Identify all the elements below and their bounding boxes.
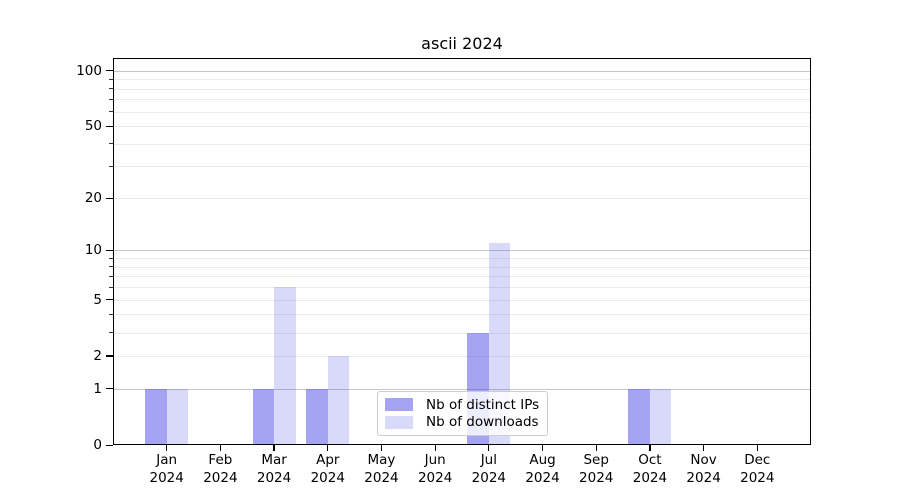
x-tick-mark	[166, 445, 168, 451]
x-axis-tick-label: Dec 2024	[740, 452, 775, 486]
y-axis-tick-label: 5	[93, 291, 102, 308]
gridline-major	[114, 250, 810, 252]
y-tick-mark	[106, 299, 113, 301]
x-tick-mark	[595, 445, 597, 451]
gridline-minor	[114, 287, 810, 289]
gridline-minor	[114, 111, 810, 113]
x-axis-tick-label: Mar 2024	[256, 452, 292, 486]
x-tick-mark	[219, 445, 221, 451]
y-minor-tick-mark	[109, 286, 113, 288]
gridline-minor	[114, 166, 810, 168]
x-axis-tick-label: Feb 2024	[203, 452, 238, 486]
legend-label: Nb of downloads	[426, 414, 539, 431]
bar-nb-of-downloads	[649, 388, 672, 444]
bar-nb-of-downloads	[327, 355, 350, 444]
y-tick-mark	[106, 249, 113, 252]
bar-nb-of-downloads	[274, 287, 296, 444]
y-minor-tick-mark	[109, 88, 113, 90]
y-axis-tick-label: 2	[93, 347, 102, 364]
bar-nb-of-distinct-ips	[252, 388, 275, 444]
y-minor-tick-mark	[109, 98, 113, 100]
x-axis-tick-label: May 2024	[364, 452, 399, 486]
bar-nb-of-distinct-ips	[145, 388, 167, 444]
x-tick-mark	[434, 445, 436, 451]
y-minor-tick-mark	[109, 332, 113, 334]
y-minor-tick-mark	[109, 313, 113, 316]
x-axis-tick-label: Jan 2024	[149, 452, 184, 486]
gridline-minor	[114, 126, 810, 128]
y-axis-tick-label: 0	[93, 437, 102, 453]
legend-swatch-distinct-ips	[385, 398, 413, 412]
y-minor-tick-mark	[109, 275, 113, 277]
x-axis-tick-label: Sep 2024	[579, 452, 614, 486]
y-axis-tick-label: 50	[84, 118, 102, 135]
x-tick-mark	[273, 445, 275, 451]
gridline-minor	[114, 143, 810, 145]
gridline-minor	[114, 332, 810, 334]
chart-title: ascii 2024	[421, 34, 503, 53]
legend: Nb of distinct IPs Nb of downloads	[377, 391, 548, 436]
y-tick-mark	[106, 388, 113, 390]
gridline-minor	[114, 258, 810, 260]
x-tick-mark	[541, 445, 544, 451]
gridline-major	[114, 388, 810, 390]
gridline-minor	[114, 314, 810, 316]
y-tick-mark	[106, 70, 113, 72]
x-tick-mark	[756, 445, 758, 451]
x-tick-mark	[327, 445, 329, 451]
y-minor-tick-mark	[109, 165, 113, 168]
y-minor-tick-mark	[109, 111, 113, 113]
gridline-minor	[114, 198, 810, 200]
y-tick-mark	[106, 355, 113, 357]
legend-swatch-downloads	[385, 415, 413, 429]
plot-area	[113, 58, 811, 445]
bar-nb-of-downloads	[166, 388, 189, 444]
y-axis-tick-label: 1	[93, 380, 102, 397]
y-tick-mark	[106, 125, 113, 127]
legend-item: Nb of downloads	[385, 414, 539, 431]
bar-nb-of-distinct-ips	[306, 388, 328, 444]
gridline-minor	[114, 88, 810, 90]
x-tick-mark	[703, 445, 705, 451]
x-tick-mark	[649, 445, 651, 451]
x-axis-tick-label: Aug 2024	[525, 452, 560, 486]
x-axis-tick-label: Oct 2024	[632, 452, 668, 486]
x-axis-tick-label: Nov 2024	[686, 452, 721, 486]
y-tick-mark	[106, 444, 113, 446]
gridline-minor	[114, 99, 810, 101]
y-minor-tick-mark	[109, 143, 113, 145]
y-minor-tick-mark	[109, 257, 113, 259]
x-tick-mark	[380, 445, 383, 451]
y-tick-mark	[106, 197, 113, 199]
gridline-minor	[114, 266, 810, 268]
gridline-minor	[114, 276, 810, 278]
y-axis-tick-label: 100	[76, 62, 102, 79]
x-tick-mark	[488, 445, 490, 451]
y-axis-tick-label: 20	[84, 190, 102, 207]
x-axis-tick-label: Apr 2024	[310, 452, 345, 486]
gridline-minor	[114, 79, 810, 81]
y-minor-tick-mark	[109, 78, 113, 80]
legend-item: Nb of distinct IPs	[385, 396, 539, 413]
legend-label: Nb of distinct IPs	[426, 396, 540, 413]
x-axis-tick-label: Jul 2024	[471, 452, 507, 486]
y-axis-tick-label: 10	[84, 242, 102, 259]
bar-nb-of-distinct-ips	[628, 388, 650, 444]
y-minor-tick-mark	[109, 266, 113, 268]
gridline-major	[114, 70, 810, 72]
gridline-minor	[114, 355, 810, 357]
gridline-minor	[114, 299, 810, 301]
x-axis-tick-label: Jun 2024	[417, 452, 453, 486]
